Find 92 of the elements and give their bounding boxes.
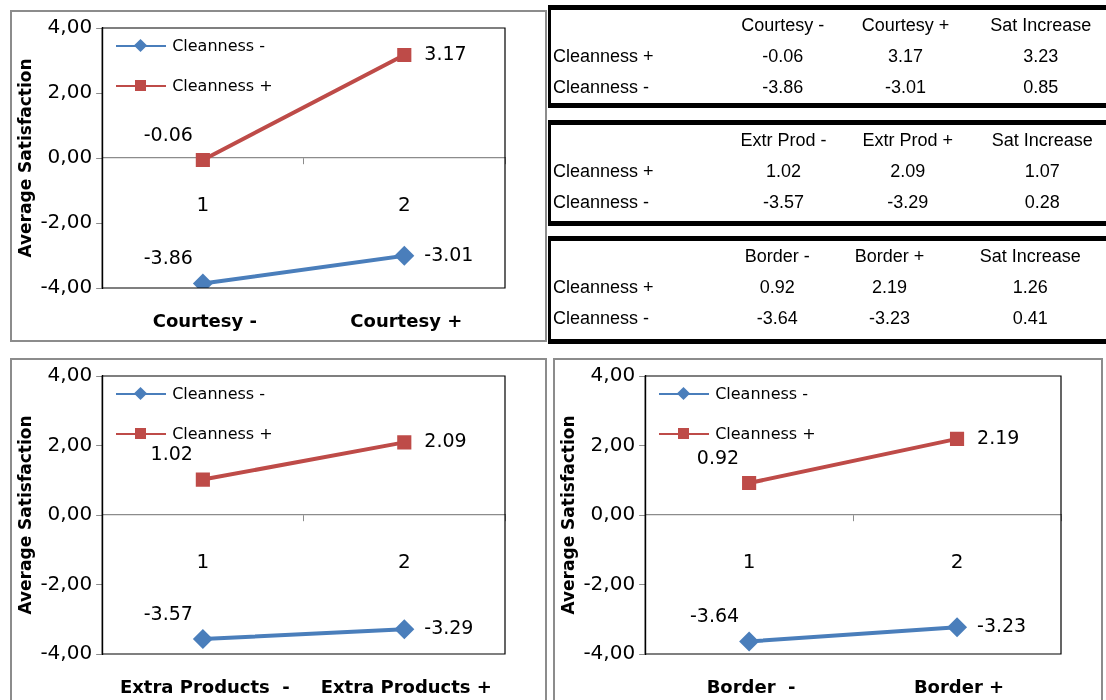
data-label: 2.19 [871,276,909,299]
data-label: 1.02 [150,442,193,465]
legend-label: Cleanness + [172,76,273,96]
point [742,475,757,491]
data-label: -3.29 [886,191,930,214]
x-tick-label: Border + [853,245,926,268]
y-tick-label: -2,00 [40,570,93,595]
x-tick-label: 1 [196,192,210,217]
x-tick-label: Sat Increase [978,245,1082,268]
data-label: -3.23 [977,614,1027,637]
text: Courtesy + [350,310,463,331]
legend-label: Cleanness + [172,424,273,444]
x-tick-label: 2 [950,549,964,574]
text: Courtesy - [152,310,257,331]
x-tick-label: Extr Prod + [861,129,955,152]
text: Extra Products + [320,676,492,697]
data-label: 0.92 [696,445,740,468]
y-axis-title: Average Satisfaction [14,58,35,258]
y-tick-label: -4,00 [40,640,93,665]
data-label: 0.92 [758,276,796,299]
data-label: -3.57 [143,601,193,624]
data-label: -3.01 [424,242,474,265]
y-tick-label: 4,00 [47,362,93,387]
data-label: -3.01 [884,76,928,99]
data-label: -0.06 [761,45,805,68]
x-tick-label: 1 [742,549,756,574]
data-label: 2.09 [424,429,467,452]
y-tick-label: Cleanness - [552,307,651,330]
x-tick-label: 2 [397,549,411,574]
x-tick-label: Sat Increase [989,14,1093,37]
y-axis-title: Average Satisfaction [14,415,35,615]
data-label: 1.02 [765,160,803,183]
text: Border - [706,676,796,697]
point [394,245,415,266]
data-label: 2.19 [977,425,1020,448]
y-tick-label: 0,00 [47,501,93,526]
data-label: -3.57 [762,191,806,214]
data-label: 1.26 [1011,276,1049,299]
text: Extra Products - [119,676,290,697]
y-tick-label: 2,00 [47,431,93,456]
y-tick-label: -4,00 [583,640,636,665]
point [739,631,760,652]
y-tick-label: Cleanness + [552,45,655,68]
x-tick-label: Courtesy + [860,14,951,37]
point [195,152,210,168]
legend-label: Cleanness - [172,384,266,404]
data-label: -3.23 [868,307,912,330]
y-tick-label: Cleanness - [552,76,651,99]
point [195,472,210,487]
y-tick-label: Cleanness + [552,160,655,183]
y-tick-label: -2,00 [583,570,636,595]
y-tick-label: 4,00 [47,14,93,39]
data-label: -3.86 [761,76,805,99]
data-label: 0.28 [1023,191,1061,214]
y-tick-label: 0,00 [47,144,93,169]
y-tick-label: 2,00 [590,431,636,456]
y-tick-label: -4,00 [40,274,93,299]
x-tick-label: Courtesy - [740,14,826,37]
x-tick-label: 2 [397,192,411,217]
point [394,619,415,640]
x-tick-label: Border - [743,245,811,268]
data-label: -3.64 [689,604,740,627]
legend-label: Cleanness + [715,424,816,444]
x-tick-label: 1 [196,549,210,574]
data-label: -0.06 [143,122,193,145]
data-label: 0.41 [1011,307,1049,330]
y-axis-title: Average Satisfaction [557,415,578,615]
point [397,47,412,63]
data-label: -3.64 [755,307,799,330]
legend-label: Cleanness - [715,384,809,404]
legend-label: Cleanness - [172,36,266,56]
point [397,435,412,450]
y-tick-label: 0,00 [590,501,636,526]
data-label: -3.29 [424,616,474,639]
data-label: 2.09 [889,160,927,183]
point [949,431,965,446]
data-label: 3.23 [1022,45,1060,68]
data-label: 3.17 [424,41,467,64]
point [947,617,968,638]
y-tick-label: 2,00 [47,79,93,104]
y-tick-label: Cleanness - [552,191,651,214]
data-label: 1.07 [1023,160,1061,183]
text: Border + [913,676,1005,697]
data-label: -3.86 [143,246,193,269]
point [192,629,213,650]
y-tick-label: -2,00 [40,209,93,234]
y-tick-label: Cleanness + [552,276,655,299]
data-label: 0.85 [1022,76,1060,99]
x-tick-label: Extr Prod - [739,129,828,152]
x-tick-label: Sat Increase [990,129,1094,152]
data-label: 3.17 [887,45,925,68]
y-tick-label: 4,00 [590,362,636,387]
